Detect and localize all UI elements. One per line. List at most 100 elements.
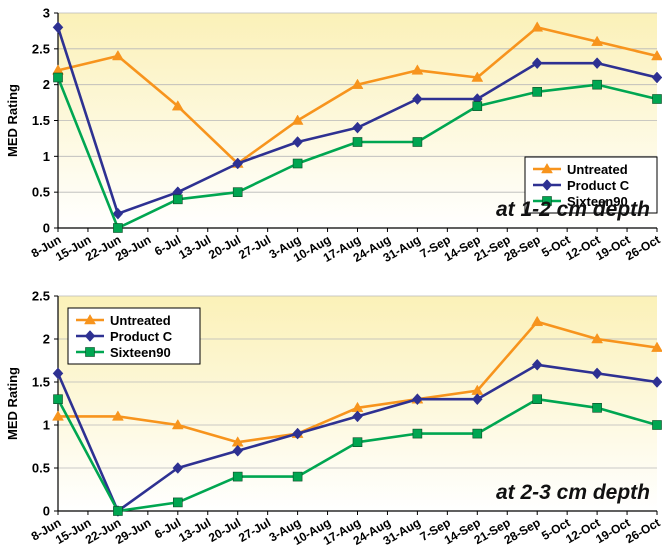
data-point — [592, 402, 602, 413]
legend-label: Untreated — [110, 313, 171, 328]
data-point — [292, 427, 303, 440]
y-axis-label: MED Rating — [5, 84, 20, 157]
data-point — [591, 333, 604, 344]
data-point — [113, 223, 123, 233]
x-tick-label: 20-Jul — [206, 232, 243, 261]
data-point — [113, 506, 123, 516]
data-point — [651, 71, 662, 84]
y-tick-label: 0.5 — [32, 461, 50, 476]
y-tick-label: 2 — [43, 77, 50, 92]
data-point — [352, 410, 363, 423]
data-point — [591, 367, 603, 380]
x-tick-label: 13-Jul — [176, 232, 213, 261]
data-point — [291, 114, 304, 125]
legend-swatch-marker — [84, 314, 96, 325]
data-point — [532, 394, 543, 405]
x-tick-label: 27-Jul — [236, 515, 273, 544]
legend-label: Sixteen90 — [567, 194, 628, 209]
data-point — [412, 428, 423, 439]
legend-swatch-marker — [541, 179, 553, 191]
depth-annotation: at 2-3 cm depth — [496, 481, 650, 504]
data-point — [352, 121, 363, 134]
x-tick-label: 26-Oct — [623, 515, 662, 546]
x-tick-label: 26-Oct — [623, 232, 662, 263]
y-tick-label: 2.5 — [32, 289, 50, 304]
data-point — [412, 93, 423, 105]
data-point — [232, 471, 243, 482]
depth-annotation: at 1-2 cm depth — [496, 198, 650, 221]
data-point — [652, 94, 662, 104]
y-tick-label: 2.5 — [32, 41, 50, 56]
data-point — [591, 57, 603, 70]
data-point — [472, 428, 483, 439]
data-point — [471, 71, 484, 82]
y-tick-label: 0 — [43, 221, 50, 236]
y-tick-label: 1 — [43, 418, 50, 433]
legend-swatch-marker — [84, 330, 96, 342]
data-point — [112, 207, 124, 220]
data-point — [232, 157, 244, 170]
data-point — [532, 87, 543, 97]
data-point — [411, 64, 424, 75]
data-point — [173, 194, 183, 205]
legend-swatch-marker — [542, 196, 552, 206]
data-point — [651, 50, 662, 61]
legend-label: Product C — [567, 178, 630, 193]
y-tick-label: 2 — [43, 332, 50, 347]
series-product-c — [52, 21, 662, 220]
series-sixteen90 — [53, 394, 662, 516]
series-untreated — [52, 21, 662, 168]
data-point — [531, 358, 543, 371]
data-point — [53, 72, 63, 83]
y-tick-label: 0 — [43, 504, 50, 519]
data-point — [53, 394, 63, 405]
data-point — [292, 136, 303, 148]
data-point — [412, 393, 423, 406]
y-tick-label: 1 — [43, 149, 50, 164]
data-point — [531, 21, 544, 32]
data-point — [472, 101, 483, 111]
data-point — [111, 50, 124, 61]
data-point — [352, 137, 363, 147]
data-point — [592, 79, 602, 90]
data-point — [651, 341, 662, 352]
y-axis-label: MED Rating — [5, 367, 20, 440]
data-point — [652, 420, 662, 430]
data-point — [52, 367, 64, 380]
data-point — [232, 444, 244, 457]
data-point — [531, 57, 543, 70]
legend-swatch-marker — [541, 163, 553, 174]
data-point — [531, 315, 544, 327]
data-point — [52, 21, 64, 34]
legend-swatch-marker — [85, 347, 95, 357]
data-point — [171, 419, 184, 430]
legend-label: Untreated — [567, 162, 628, 177]
series-untreated — [52, 315, 662, 447]
data-point — [232, 187, 243, 197]
data-point — [171, 100, 184, 111]
data-point — [471, 393, 483, 406]
data-point — [351, 78, 364, 89]
x-tick-label: 13-Jul — [176, 515, 213, 544]
y-tick-label: 3 — [43, 6, 50, 21]
data-point — [172, 462, 184, 474]
legend-label: Product C — [110, 329, 173, 344]
data-point — [651, 376, 662, 388]
data-point — [173, 497, 183, 508]
y-tick-label: 1.5 — [32, 375, 50, 390]
data-point — [292, 471, 303, 482]
data-point — [52, 410, 64, 421]
data-point — [292, 158, 303, 169]
y-tick-label: 1.5 — [32, 113, 50, 128]
data-point — [591, 35, 604, 46]
data-point — [352, 437, 363, 448]
y-tick-label: 0.5 — [32, 185, 50, 200]
x-tick-label: 20-Jul — [206, 515, 243, 544]
series-sixteen90 — [53, 72, 662, 233]
data-point — [412, 137, 423, 147]
